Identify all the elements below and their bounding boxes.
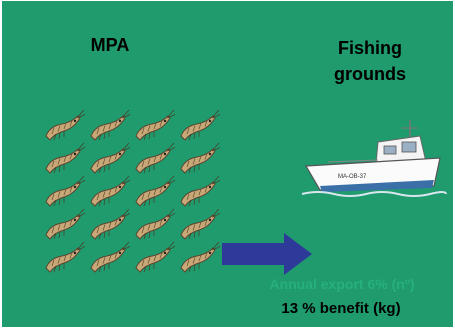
shrimp-icon [90,142,131,174]
shrimp-icon [180,241,220,273]
shrimp-icon [135,208,176,240]
benefit-label: 13 % benefit (kg) [281,300,401,317]
shrimp-icon [135,142,176,174]
arrow-right-icon [222,233,312,275]
shrimp-icon [45,142,86,174]
shrimp-icon [45,241,86,273]
shrimp-icon [45,109,86,141]
shrimp-icon [135,109,176,141]
shrimp-icon [180,142,220,174]
shrimp-icon [180,208,220,240]
fishing-grounds-title: Fishing grounds [334,38,406,84]
shrimp-icon [90,175,131,207]
shrimp-icon [180,175,220,207]
shrimp-icon [45,175,86,207]
mpa-title: MPA [90,35,130,55]
shrimp-icon [135,175,176,207]
fishing-boat-icon: MA-OB-37 [301,120,447,197]
shrimp-icon [135,241,176,273]
shrimp-icon [90,241,131,273]
annual-export-label: Annual export 6% (nº) [269,276,415,292]
shrimp-icon [45,208,86,240]
shrimp-grid [45,109,220,273]
shrimp-icon [180,109,220,141]
shrimp-icon [90,208,131,240]
boat-hull-text: MA-OB-37 [338,174,367,180]
shrimp-icon [90,109,131,141]
